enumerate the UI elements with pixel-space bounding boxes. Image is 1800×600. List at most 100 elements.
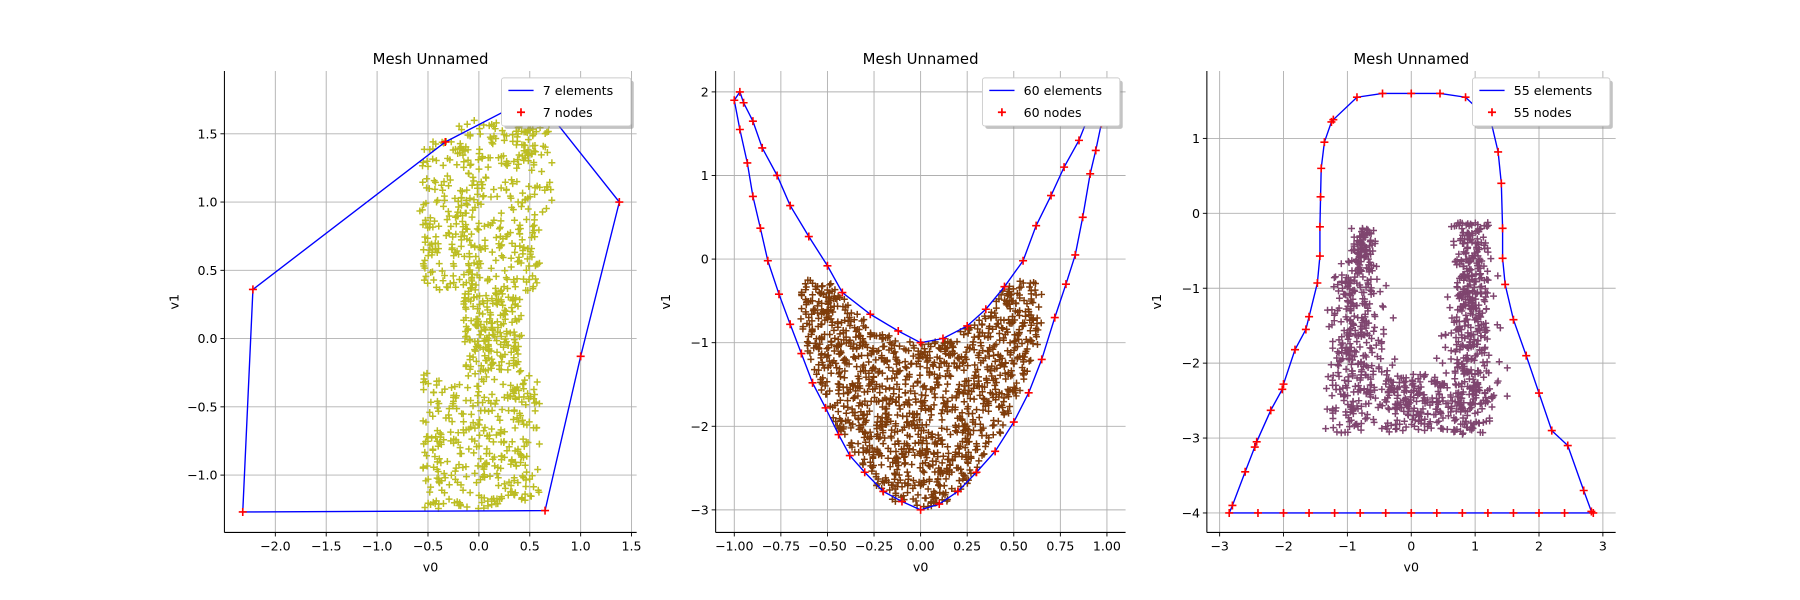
mesh-node — [981, 305, 990, 314]
sample-point — [419, 178, 427, 186]
sample-point — [445, 230, 453, 238]
sample-point — [501, 338, 509, 346]
sample-point — [423, 462, 431, 470]
sample-point — [473, 225, 481, 233]
sample-point — [1467, 306, 1475, 313]
sample-point — [1349, 372, 1356, 380]
sample-point — [469, 303, 477, 310]
sample-point — [930, 401, 938, 409]
sample-point — [474, 399, 482, 407]
legend-plus-icon — [997, 108, 1006, 117]
sample-point — [481, 424, 489, 431]
sample-point — [1456, 394, 1464, 402]
sample-point — [521, 490, 529, 498]
sample-points — [416, 116, 556, 512]
mesh-node — [963, 321, 972, 330]
sample-point — [520, 442, 528, 450]
sample-point — [978, 320, 986, 328]
sample-point — [1460, 262, 1467, 270]
sample-point — [419, 158, 427, 166]
sample-point — [868, 347, 876, 355]
sample-point — [1475, 228, 1483, 236]
sample-point — [826, 387, 834, 395]
sample-point — [1477, 270, 1485, 278]
sample-point — [892, 448, 900, 455]
sample-point — [1335, 372, 1343, 380]
sample-point — [524, 286, 532, 294]
mesh-node — [248, 285, 257, 294]
sample-point — [1026, 283, 1033, 291]
y-tick-label: 1.0 — [198, 195, 218, 210]
sample-point — [955, 353, 963, 361]
sample-point — [450, 252, 458, 260]
sample-point — [424, 499, 432, 507]
sample-point — [799, 325, 807, 333]
sample-point — [452, 283, 460, 291]
x-axis-label: v0 — [423, 559, 438, 574]
sample-point — [1373, 262, 1380, 270]
sample-point — [476, 292, 483, 300]
sample-point — [419, 417, 427, 425]
y-tick-label: 1 — [1192, 131, 1200, 146]
sample-point — [842, 409, 850, 417]
x-axis-label: v0 — [913, 559, 928, 574]
mesh-node — [1024, 388, 1033, 397]
sample-point — [480, 393, 488, 401]
sample-point — [1352, 255, 1360, 263]
sample-point — [878, 334, 886, 342]
sample-point — [947, 431, 954, 438]
sample-point — [466, 336, 473, 343]
sample-point — [1342, 350, 1350, 358]
y-tick-label: 1.5 — [198, 126, 218, 141]
sample-point — [456, 381, 463, 389]
sample-point — [853, 345, 861, 353]
sample-point — [519, 189, 527, 197]
sample-point — [1471, 409, 1479, 417]
sample-point — [459, 486, 467, 494]
sample-point — [840, 374, 848, 382]
x-tick-label: 0.25 — [953, 539, 981, 554]
sample-point — [529, 283, 537, 291]
sample-point — [513, 414, 521, 422]
sample-point — [901, 358, 909, 366]
sample-point — [1025, 357, 1033, 365]
sample-point — [1447, 329, 1455, 337]
mesh-node — [786, 320, 795, 329]
sample-point — [465, 250, 473, 258]
sample-point — [466, 365, 474, 373]
mesh-node — [238, 507, 247, 516]
sample-point — [878, 352, 886, 360]
sample-point — [508, 438, 516, 446]
sample-point — [498, 252, 506, 260]
sample-point — [944, 443, 952, 451]
sample-point — [881, 434, 889, 442]
sample-point — [482, 373, 490, 381]
sample-point — [1458, 363, 1466, 371]
sample-point — [856, 331, 864, 339]
mesh-node — [916, 505, 925, 514]
sample-point — [864, 352, 872, 359]
sample-point — [823, 345, 831, 353]
sample-point — [988, 390, 996, 398]
sample-point — [1026, 327, 1034, 335]
sample-point — [1413, 397, 1420, 405]
sample-point — [873, 482, 880, 489]
sample-point — [1470, 283, 1478, 291]
sample-point — [429, 446, 437, 454]
sample-point — [1396, 420, 1404, 428]
sample-point — [421, 256, 429, 264]
sample-point — [513, 178, 521, 186]
sample-point — [978, 388, 986, 396]
mesh-node — [897, 497, 906, 506]
sample-point — [432, 157, 440, 164]
sample-point — [1382, 423, 1390, 431]
sample-point — [479, 181, 487, 189]
sample-point — [450, 391, 458, 399]
sample-point — [1006, 339, 1014, 347]
sample-point — [543, 149, 551, 156]
sample-point — [806, 349, 814, 357]
sample-point — [934, 453, 942, 461]
sample-point — [1327, 361, 1335, 369]
sample-point — [495, 240, 503, 248]
sample-point — [1463, 244, 1471, 252]
